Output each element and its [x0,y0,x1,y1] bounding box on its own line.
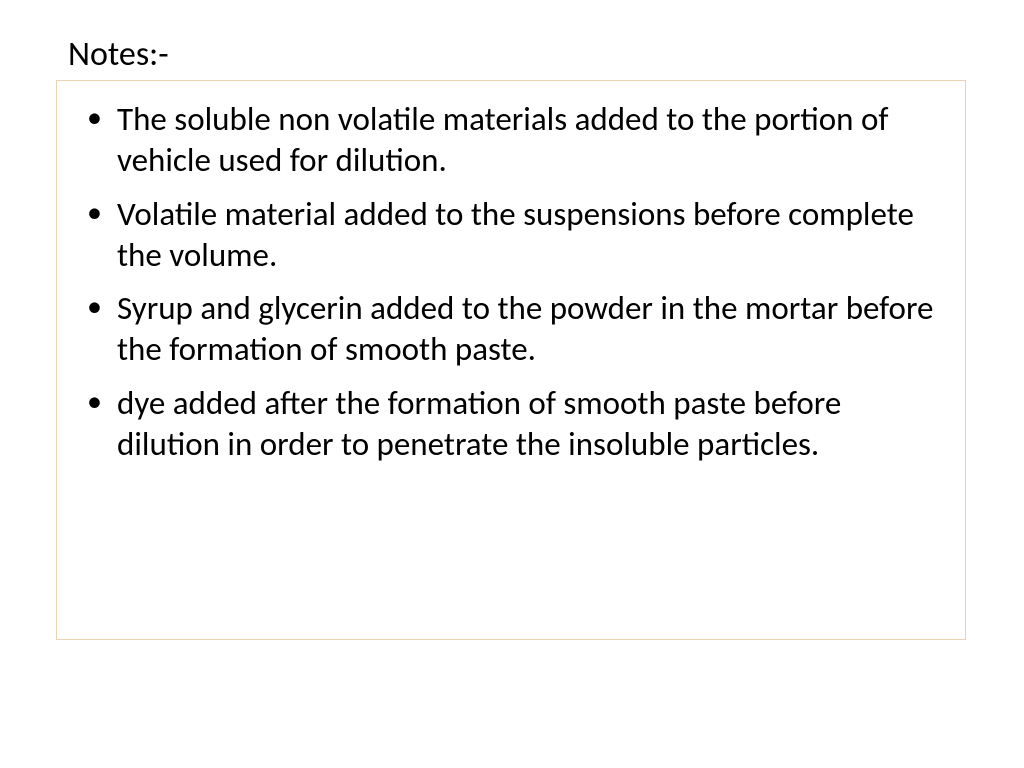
bullet-list: The soluble non volatile materials added… [81,99,941,465]
slide-title: Notes:- [68,34,169,75]
list-item: The soluble non volatile materials added… [81,99,941,182]
list-item: dye added after the formation of smooth … [81,383,941,466]
list-item: Volatile material added to the suspensio… [81,194,941,277]
list-item: Syrup and glycerin added to the powder i… [81,288,941,371]
content-box: The soluble non volatile materials added… [56,80,966,640]
slide: Notes:- The soluble non volatile materia… [0,0,1024,768]
